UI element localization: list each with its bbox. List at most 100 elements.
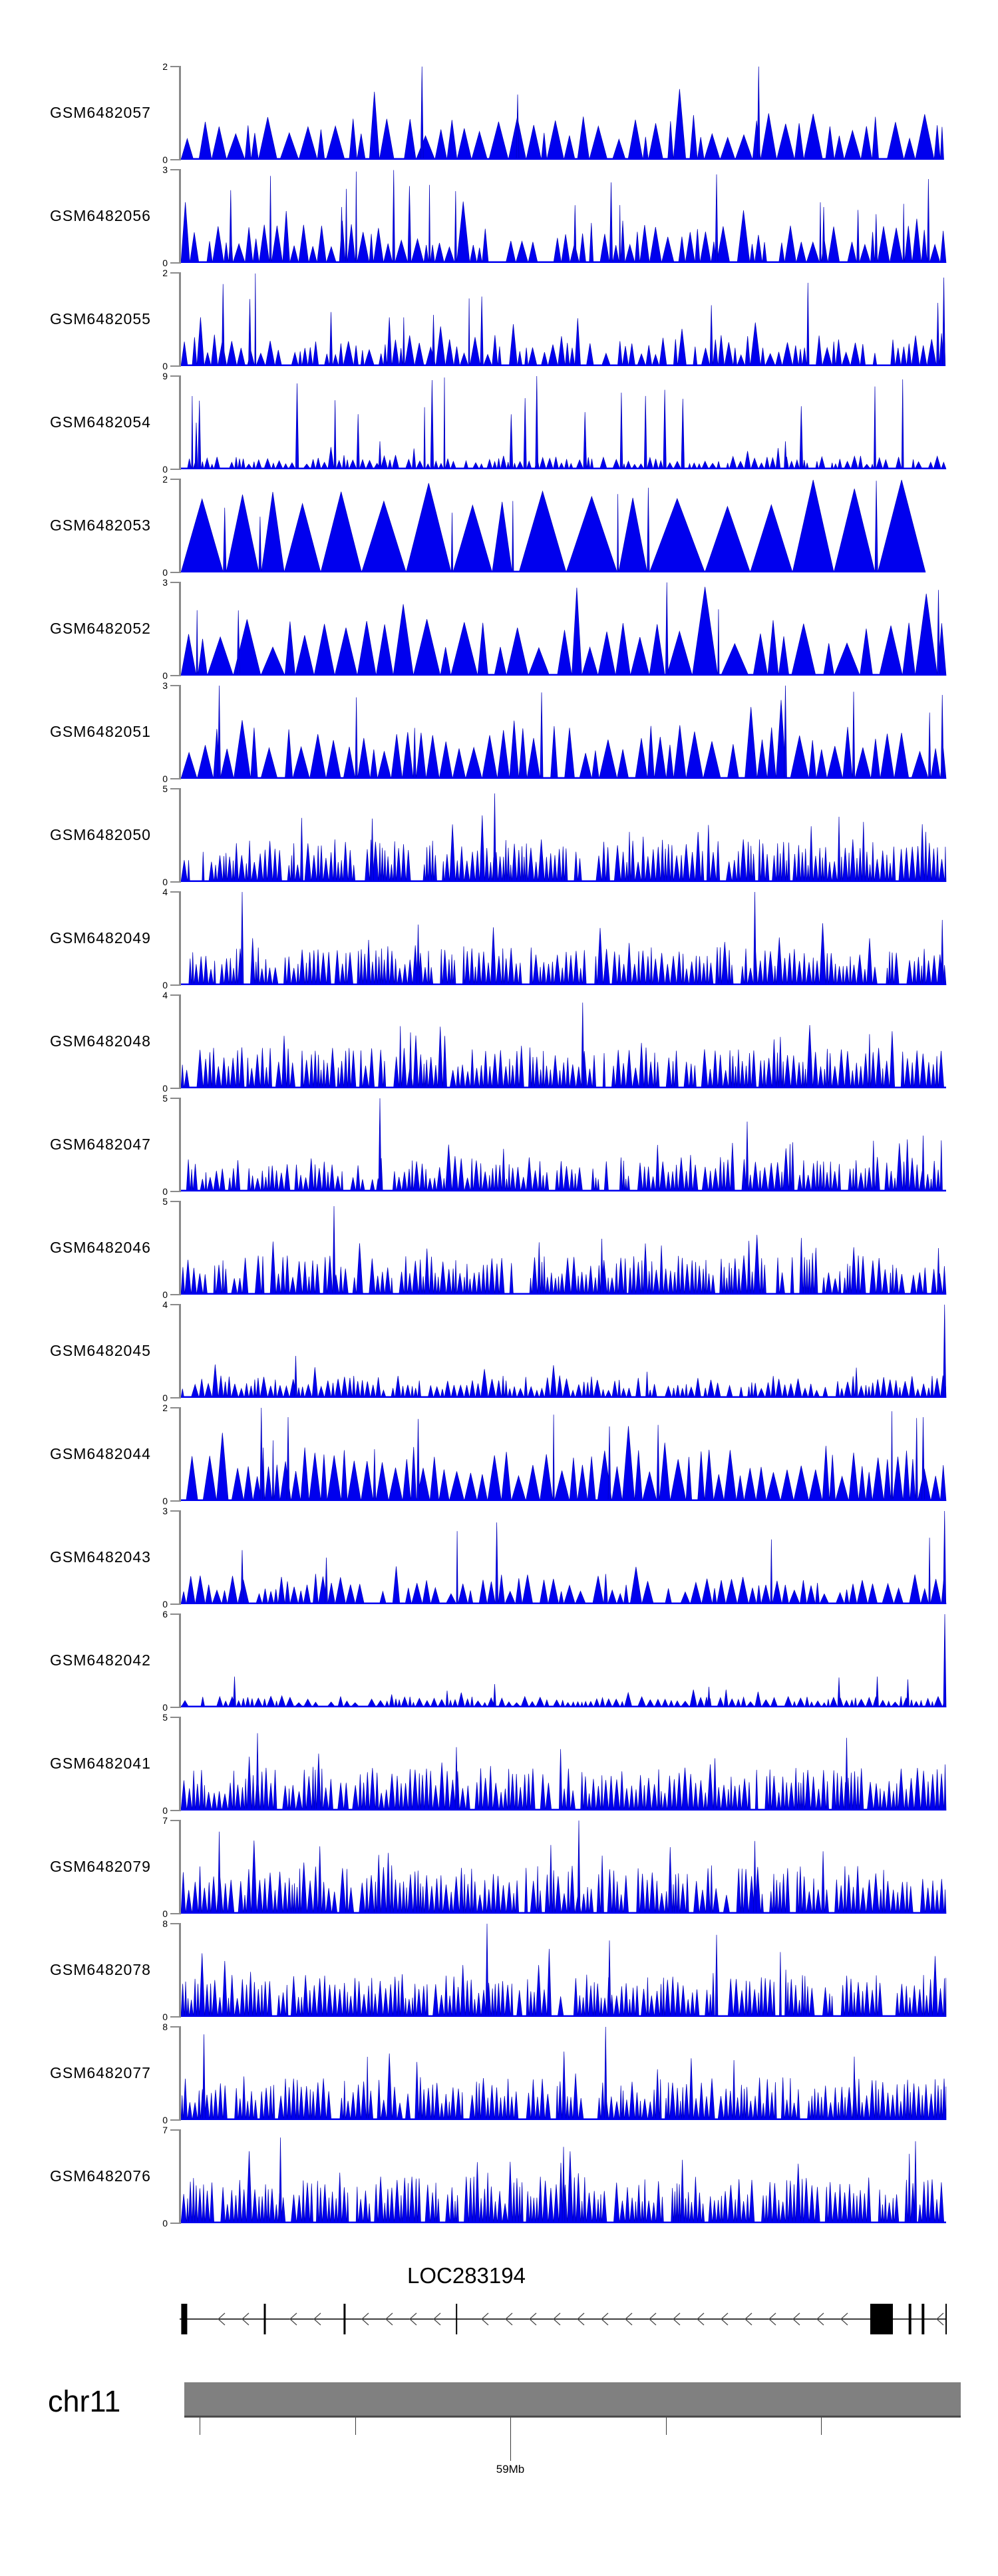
y-axis-top-tick <box>170 1201 179 1202</box>
y-axis-top-tick <box>170 169 179 170</box>
coverage-track-row: GSM6482077 8 0 <box>0 2022 998 2130</box>
sample-label: GSM6482046 <box>50 1239 151 1256</box>
y-axis-bottom-tick <box>170 984 179 986</box>
gene-name-label: LOC283194 <box>407 2263 526 2288</box>
coverage-track-row: GSM6482048 4 0 <box>0 990 998 1098</box>
y-axis-zero-label: 0 <box>162 1805 168 1816</box>
y-axis-max-label: 2 <box>162 1402 168 1413</box>
coverage-track-row: GSM6482042 6 0 <box>0 1609 998 1717</box>
y-axis-line <box>179 272 181 367</box>
y-axis-top-tick <box>170 1304 179 1305</box>
coverage-signal-area <box>181 170 947 263</box>
coverage-signal-area <box>181 1305 947 1398</box>
y-axis-bottom-tick <box>170 572 179 573</box>
y-axis-max-label: 5 <box>162 1712 168 1723</box>
coverage-signal-area <box>181 582 947 676</box>
y-axis-top-tick <box>170 1510 179 1512</box>
coverage-signal-area <box>181 1098 946 1191</box>
chromosome-name-label: chr11 <box>48 2384 121 2418</box>
y-axis-line <box>179 1717 181 1811</box>
y-axis-zero-label: 0 <box>162 1186 168 1197</box>
y-axis-max-label: 6 <box>162 1609 168 1619</box>
y-axis-bottom-tick <box>170 675 179 676</box>
y-axis-top-tick <box>170 66 179 67</box>
sample-label: GSM6482048 <box>50 1032 151 1050</box>
sample-label: GSM6482076 <box>50 2167 151 2185</box>
sample-label: GSM6482078 <box>50 1961 151 1978</box>
y-axis-max-label: 5 <box>162 783 168 794</box>
y-axis-max-label: 3 <box>162 577 168 588</box>
y-axis-zero-label: 0 <box>162 877 168 887</box>
y-axis-max-label: 7 <box>162 1815 168 1826</box>
y-axis-max-label: 8 <box>162 1918 168 1929</box>
coverage-signal-area <box>181 1924 947 2017</box>
chromosome-ideogram-bar <box>184 2382 961 2418</box>
coverage-signal-area <box>181 1614 947 1707</box>
y-axis-zero-label: 0 <box>162 980 168 990</box>
y-axis-bottom-tick <box>170 262 179 264</box>
coverage-track-row: GSM6482078 8 0 <box>0 1918 998 2027</box>
y-axis-top-tick <box>170 788 179 789</box>
y-axis-max-label: 4 <box>162 990 168 1000</box>
y-axis-bottom-tick <box>170 1294 179 1295</box>
coverage-signal-area <box>181 892 947 985</box>
y-axis-top-tick <box>170 1923 179 1924</box>
sample-label: GSM6482045 <box>50 1342 151 1359</box>
y-axis-max-label: 9 <box>162 371 168 381</box>
sample-label: GSM6482079 <box>50 1858 151 1875</box>
y-axis-top-tick <box>170 891 179 893</box>
y-axis-zero-label: 0 <box>162 1289 168 1300</box>
y-axis-max-label: 5 <box>162 1196 168 1207</box>
axis-tick <box>821 2418 822 2435</box>
y-axis-zero-label: 0 <box>162 154 168 165</box>
coverage-signal-area <box>181 376 947 469</box>
y-axis-line <box>179 1613 181 1708</box>
coverage-signal-area <box>181 686 947 779</box>
y-axis-bottom-tick <box>170 1500 179 1502</box>
y-axis-line <box>179 1510 181 1605</box>
coverage-track-row: GSM6482057 2 0 <box>0 61 998 170</box>
coverage-track-row: GSM6482052 3 0 <box>0 577 998 686</box>
y-axis-line <box>179 169 181 264</box>
y-axis-top-tick <box>170 479 179 480</box>
y-axis-max-label: 5 <box>162 1093 168 1104</box>
y-axis-zero-label: 0 <box>162 1702 168 1713</box>
y-axis-bottom-tick <box>170 469 179 470</box>
y-axis-zero-label: 0 <box>162 2115 168 2125</box>
y-axis-top-tick <box>170 994 179 996</box>
coverage-track-row: GSM6482054 9 0 <box>0 371 998 479</box>
y-axis-line <box>179 1407 181 1502</box>
y-axis-zero-label: 0 <box>162 2218 168 2229</box>
y-axis-line <box>179 1201 181 1295</box>
coverage-track-row: GSM6482049 4 0 <box>0 887 998 995</box>
y-axis-zero-label: 0 <box>162 1393 168 1403</box>
y-axis-bottom-tick <box>170 1397 179 1398</box>
y-axis-top-tick <box>170 272 179 274</box>
y-axis-bottom-tick <box>170 365 179 367</box>
sample-label: GSM6482042 <box>50 1651 151 1669</box>
y-axis-max-label: 4 <box>162 1299 168 1310</box>
y-axis-zero-label: 0 <box>162 1496 168 1506</box>
sample-label: GSM6482055 <box>50 310 151 327</box>
coverage-signal-area <box>181 273 946 366</box>
y-axis-bottom-tick <box>170 2016 179 2018</box>
coverage-signal-area <box>181 1511 947 1604</box>
coverage-track-row: GSM6482043 3 0 <box>0 1506 998 1614</box>
sample-label: GSM6482054 <box>50 413 151 431</box>
y-axis-zero-label: 0 <box>162 1908 168 1919</box>
coverage-track-row: GSM6482056 3 0 <box>0 164 998 273</box>
y-axis-bottom-tick <box>170 1810 179 1811</box>
coverage-track-row: GSM6482047 5 0 <box>0 1093 998 1201</box>
y-axis-bottom-tick <box>170 1191 179 1192</box>
gene-model-track <box>180 2304 947 2334</box>
y-axis-top-tick <box>170 1717 179 1718</box>
coverage-track-row: GSM6482046 5 0 <box>0 1196 998 1305</box>
coverage-signal-area <box>181 793 947 882</box>
coverage-signal-area <box>181 1821 947 1914</box>
sample-label: GSM6482053 <box>50 517 151 534</box>
y-axis-zero-label: 0 <box>162 2012 168 2022</box>
coverage-signal-area <box>181 479 926 572</box>
sample-label: GSM6482057 <box>50 104 151 121</box>
y-axis-zero-label: 0 <box>162 670 168 681</box>
coverage-track-row: GSM6482041 5 0 <box>0 1712 998 1821</box>
